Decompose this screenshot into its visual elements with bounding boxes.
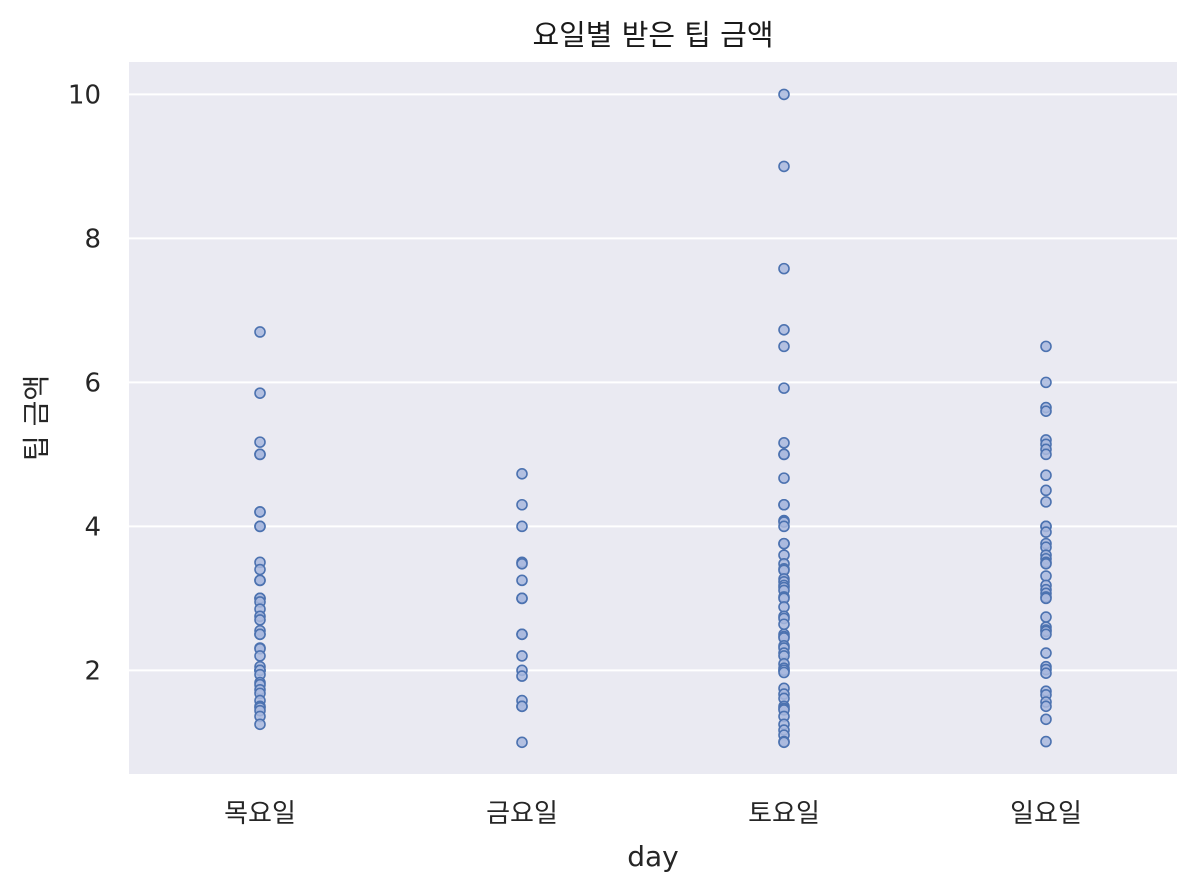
data-point: [516, 628, 528, 641]
data-point: [778, 618, 790, 631]
data-point: [516, 574, 528, 587]
data-point: [778, 324, 790, 336]
data-point: [1040, 469, 1052, 482]
data-point: [1040, 570, 1052, 582]
data-point: [516, 520, 528, 533]
y-tick-label: 10: [68, 80, 101, 110]
data-point: [1040, 735, 1052, 748]
data-point: [1040, 647, 1052, 659]
chart-title: 요일별 받은 팁 금액: [532, 18, 773, 52]
data-point: [1040, 526, 1052, 538]
x-axis-ticks: 목요일 금요일 토요일 일요일: [224, 799, 1082, 829]
data-point: [254, 628, 266, 641]
data-point: [516, 650, 528, 662]
x-tick-label: 금요일: [486, 799, 558, 829]
data-point: [1040, 557, 1052, 570]
data-point: [1040, 405, 1052, 417]
data-point: [1040, 340, 1052, 353]
data-point: [516, 700, 528, 713]
y-tick-label: 2: [84, 656, 101, 686]
data-point: [778, 498, 790, 511]
data-point: [778, 437, 790, 449]
data-point: [516, 592, 528, 605]
data-point: [1040, 611, 1052, 623]
plot-background: [129, 62, 1177, 774]
data-point: [778, 736, 790, 749]
data-point: [254, 650, 266, 662]
data-point: [778, 666, 790, 679]
data-point: [778, 448, 790, 461]
data-point: [778, 382, 790, 394]
data-point: [1040, 667, 1052, 680]
data-point: [778, 537, 790, 550]
y-tick-label: 8: [84, 224, 101, 254]
data-point: [778, 160, 790, 173]
data-point: [778, 262, 790, 275]
data-point: [778, 520, 790, 533]
data-point: [1040, 376, 1052, 389]
data-point: [516, 736, 528, 749]
data-point: [254, 574, 266, 587]
data-point: [778, 88, 790, 101]
data-point: [254, 326, 266, 338]
data-point: [254, 520, 266, 533]
data-point: [1040, 592, 1052, 605]
data-point: [1040, 700, 1052, 713]
data-point: [778, 472, 790, 484]
x-tick-label: 토요일: [748, 799, 820, 829]
x-tick-label: 목요일: [224, 799, 296, 829]
gridlines: [129, 93, 1177, 672]
data-point: [516, 557, 528, 570]
data-point: [254, 563, 266, 576]
x-tick-label: 일요일: [1010, 799, 1082, 829]
data-point: [778, 340, 790, 353]
data-point: [516, 467, 528, 480]
data-point: [254, 614, 266, 626]
x-axis-title: day: [627, 840, 679, 873]
y-axis-title: 팁 금액: [20, 375, 53, 461]
data-point: [1040, 496, 1052, 508]
data-point: [254, 448, 266, 461]
data-point: [1040, 713, 1052, 726]
y-axis-ticks: 2 4 6 8 10: [68, 80, 101, 686]
data-point: [778, 601, 790, 613]
data-point: [254, 506, 266, 518]
data-point: [1040, 628, 1052, 641]
data-point: [254, 387, 266, 399]
data-points: [254, 88, 1052, 749]
data-point: [516, 670, 528, 682]
data-point: [254, 436, 266, 448]
data-point: [1040, 448, 1052, 461]
data-point: [1040, 484, 1052, 497]
data-point: [254, 718, 266, 731]
y-tick-label: 4: [84, 512, 101, 542]
y-tick-label: 6: [84, 368, 101, 398]
data-point: [516, 498, 528, 511]
